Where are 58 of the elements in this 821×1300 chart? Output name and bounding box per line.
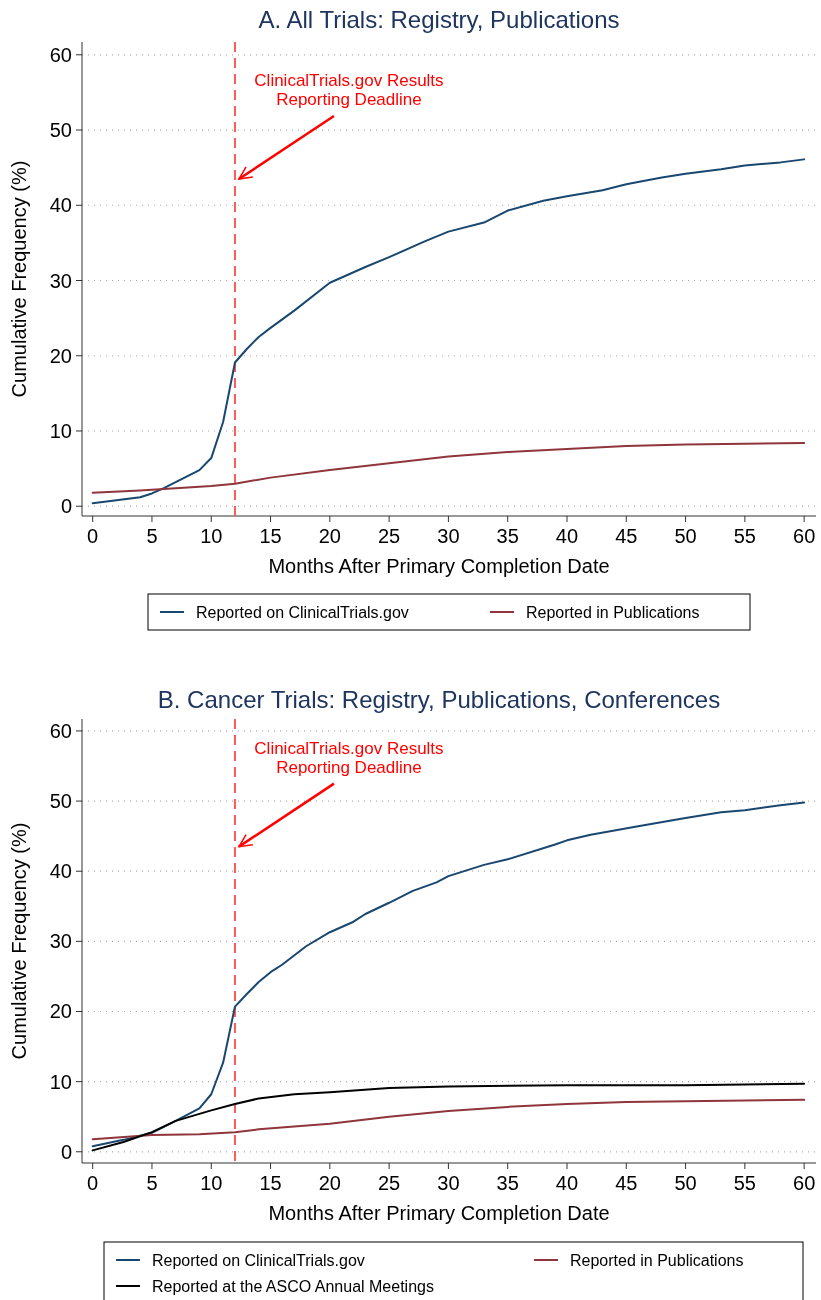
legend-label: Reported in Publications	[526, 603, 700, 621]
x-tick-label: 25	[377, 525, 401, 547]
y-tick-label: 0	[60, 1140, 72, 1163]
x-tick-label: 50	[674, 1172, 697, 1194]
y-tick-label: 60	[49, 43, 72, 66]
y-tick-label: 60	[49, 719, 72, 742]
x-tick-label: 0	[87, 525, 99, 547]
y-tick-label: 20	[49, 344, 72, 367]
y-axis-title: Cumulative Frequency (%)	[8, 160, 30, 398]
y-tick-label: 40	[49, 194, 72, 217]
x-tick-label: 60	[793, 1172, 816, 1194]
x-tick-label: 40	[555, 525, 579, 547]
y-tick-label: 10	[49, 1070, 72, 1093]
legend-label: Reported on ClinicalTrials.gov	[196, 603, 409, 621]
legend-label: Reported on ClinicalTrials.gov	[152, 1251, 365, 1269]
x-tick-label: 10	[200, 1172, 223, 1194]
x-axis-title: Months After Primary Completion Date	[268, 555, 610, 577]
x-tick-label: 30	[437, 1172, 460, 1194]
chart-title: A. All Trials: Registry, Publications	[258, 6, 620, 33]
line-series	[91, 801, 806, 1148]
line-series	[91, 1098, 806, 1141]
y-tick-label: 10	[49, 419, 72, 442]
x-tick-label: 15	[259, 1172, 282, 1194]
line-series	[91, 158, 806, 505]
x-tick-label: 35	[496, 525, 519, 547]
x-tick-label: 45	[615, 525, 638, 547]
annotation: ClinicalTrials.gov Results Reporting Deadline	[254, 738, 444, 777]
line-series	[91, 1082, 806, 1152]
x-tick-label: 30	[437, 525, 460, 547]
x-tick-label: 20	[318, 525, 341, 547]
x-tick-label: 25	[377, 1172, 401, 1194]
x-tick-label: 40	[555, 1172, 579, 1194]
x-tick-label: 60	[793, 525, 816, 547]
legend-label: Reported at the ASCO Annual Meetings	[152, 1277, 434, 1295]
x-tick-label: 35	[496, 1172, 519, 1194]
x-tick-label: 20	[318, 1172, 341, 1194]
x-tick-label: 55	[733, 1172, 756, 1194]
x-tick-label: 15	[259, 525, 282, 547]
y-tick-label: 40	[49, 860, 72, 883]
x-tick-label: 10	[200, 525, 223, 547]
legend-label: Reported in Publications	[570, 1251, 744, 1269]
y-tick-label: 20	[49, 1000, 72, 1023]
y-axis-title: Cumulative Frequency (%)	[8, 822, 30, 1060]
annotation: ClinicalTrials.gov Results Reporting Deadline	[254, 70, 444, 109]
x-axis-title: Months After Primary Completion Date	[268, 1202, 610, 1224]
x-tick-label: 45	[615, 1172, 638, 1194]
chart-title: B. Cancer Trials: Registry, Publications, Conferences	[157, 686, 721, 713]
x-tick-label: 5	[146, 525, 158, 547]
x-tick-label: 55	[733, 525, 756, 547]
y-tick-label: 0	[60, 495, 72, 518]
y-tick-label: 30	[49, 930, 72, 953]
y-tick-label: 50	[49, 119, 72, 142]
y-tick-label: 30	[49, 269, 72, 292]
x-tick-label: 0	[87, 1172, 99, 1194]
x-tick-label: 5	[146, 1172, 158, 1194]
x-tick-label: 50	[674, 525, 697, 547]
y-tick-label: 50	[49, 790, 72, 813]
line-series	[91, 442, 806, 494]
